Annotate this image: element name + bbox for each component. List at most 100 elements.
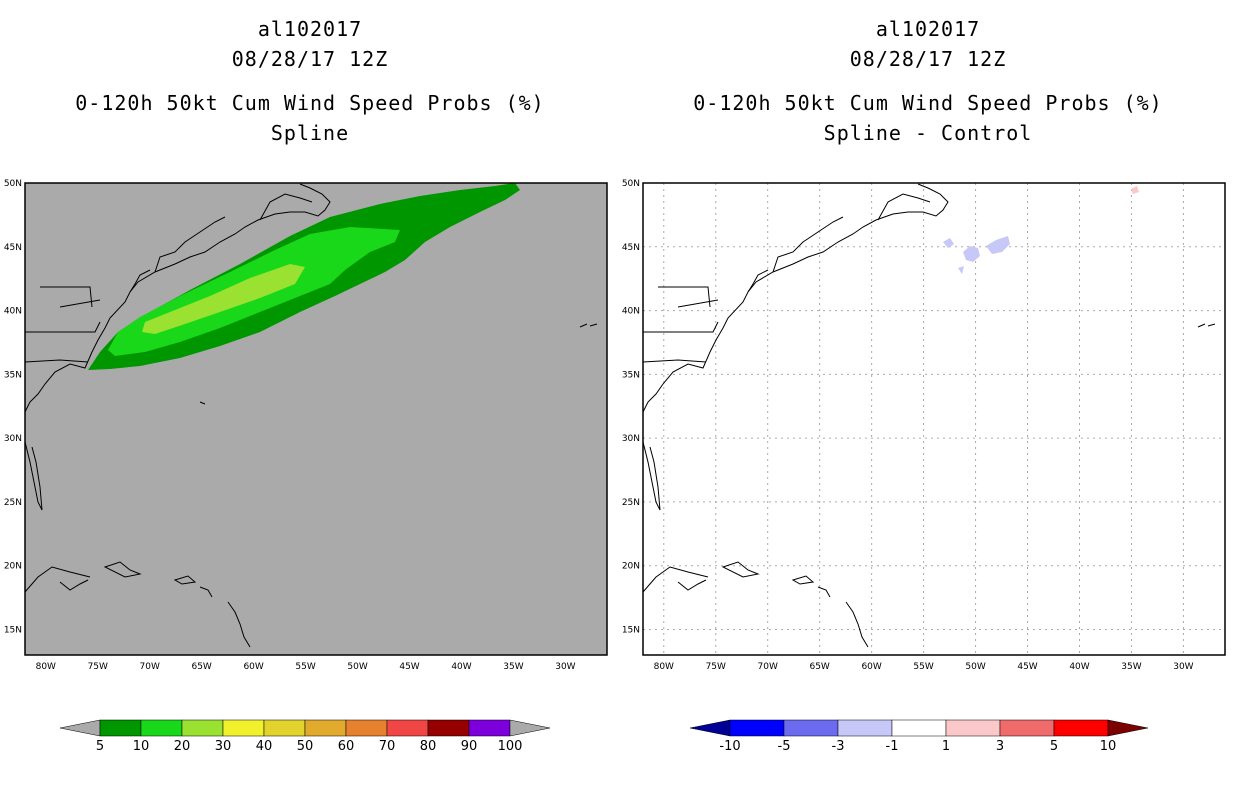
coastlines <box>24 183 598 648</box>
colorbar-box <box>729 719 785 737</box>
lat-label: 50N <box>4 179 22 189</box>
map-background <box>643 183 1225 655</box>
lat-label: 15N <box>4 625 22 635</box>
pos-diff-patch <box>1131 186 1139 194</box>
lat-label: 30N <box>4 434 22 444</box>
left-panel-title: al102017 08/28/17 12Z 0-120h 50kt Cum Wi… <box>10 14 610 148</box>
right-panel-title: al102017 08/28/17 12Z 0-120h 50kt Cum Wi… <box>628 14 1228 148</box>
difference-patches <box>943 186 1139 274</box>
colorbar-label: 50 <box>297 739 314 754</box>
lat-label: 50N <box>622 179 640 189</box>
colorbar-above-triangle <box>1107 719 1149 737</box>
lon-label: 40W <box>451 662 471 672</box>
lon-label: 55W <box>295 662 315 672</box>
lon-label: 60W <box>243 662 263 672</box>
difference-colorbar: -10 -5 -3 -1 1 3 5 10 <box>689 719 1149 754</box>
colorbar-box <box>891 719 947 737</box>
colorbar-box <box>181 719 224 737</box>
lon-label: 50W <box>347 662 367 672</box>
latitude-labels: 50N 45N 40N 35N 30N 25N 20N 15N <box>622 179 640 635</box>
lon-label: 65W <box>191 662 211 672</box>
colorbar-label: 3 <box>996 739 1004 754</box>
colorbar-box <box>427 719 470 737</box>
colorbar-box <box>783 719 839 737</box>
probability-swath <box>88 183 520 370</box>
storm-id: al102017 <box>875 17 981 41</box>
lon-label: 35W <box>503 662 523 672</box>
colorbar-label: 1 <box>942 739 950 754</box>
lon-label: 80W <box>36 662 56 672</box>
map-frame <box>24 182 608 656</box>
colorbar-label: -3 <box>832 739 845 754</box>
neg-diff-patch <box>986 236 1010 254</box>
difference-map: 50N 45N 40N 35N 30N 25N 20N 15N 80W 75W 70W 65W 60W… <box>622 179 1226 672</box>
neg-diff-patch <box>958 266 964 274</box>
lon-label: 35W <box>1121 662 1141 672</box>
colorbar-below-triangle <box>689 719 731 737</box>
lon-label: 30W <box>555 662 575 672</box>
colorbar-box <box>999 719 1055 737</box>
lat-label: 20N <box>622 562 640 572</box>
storm-id: al102017 <box>257 17 363 41</box>
colorbar-label: 30 <box>215 739 232 754</box>
prob-30-contour <box>142 264 305 334</box>
probability-map: 50N 45N 40N 35N 30N 25N 20N 15N 80W 75W 70W 65W 60W… <box>4 179 608 672</box>
colorbar-box <box>1053 719 1109 737</box>
longitude-labels: 80W 75W 70W 65W 60W 55W 50W 45W 40W 35W 30W <box>36 662 576 672</box>
colorbar-label: 80 <box>420 739 437 754</box>
colorbar-box <box>304 719 347 737</box>
lat-label: 35N <box>622 370 640 380</box>
lat-label: 45N <box>622 243 640 253</box>
colorbar-label: -5 <box>778 739 791 754</box>
colorbar-label: 60 <box>338 739 355 754</box>
longitude-labels: 80W 75W 70W 65W 60W 55W 50W 45W 40W 35W 30W <box>654 662 1194 672</box>
lat-label: 25N <box>622 498 640 508</box>
lon-label: 50W <box>965 662 985 672</box>
latitude-labels: 50N 45N 40N 35N 30N 25N 20N 15N <box>4 179 22 635</box>
lat-label: 35N <box>4 370 22 380</box>
colorbar-label: 100 <box>498 739 523 754</box>
lon-label: 45W <box>399 662 419 672</box>
colorbar-label: 10 <box>133 739 150 754</box>
colorbar-label: -1 <box>886 739 899 754</box>
forecast-datetime: 08/28/17 12Z <box>849 47 1007 71</box>
neg-diff-patch <box>963 246 980 262</box>
lon-label: 75W <box>88 662 108 672</box>
colorbar-above-triangle <box>509 719 551 737</box>
colorbar-box <box>99 719 142 737</box>
colorbar-box <box>945 719 1001 737</box>
lon-label: 55W <box>913 662 933 672</box>
colorbar-box <box>222 719 265 737</box>
panel-subtitle: Spline <box>270 121 350 145</box>
colorbar-label: 5 <box>1050 739 1058 754</box>
lat-label: 40N <box>4 307 22 317</box>
colorbar-box <box>837 719 893 737</box>
neg-diff-patch <box>943 238 954 248</box>
lon-label: 70W <box>758 662 778 672</box>
colorbar-box <box>140 719 183 737</box>
lat-label: 40N <box>622 307 640 317</box>
lat-label: 25N <box>4 498 22 508</box>
product-name: 0-120h 50kt Cum Wind Speed Probs (%) <box>75 91 545 115</box>
colorbar-box <box>386 719 429 737</box>
colorbar-below-triangle <box>59 719 101 737</box>
colorbar-label: -10 <box>719 739 740 754</box>
colorbar-box <box>468 719 511 737</box>
lat-label: 45N <box>4 243 22 253</box>
lat-label: 20N <box>4 562 22 572</box>
colorbar-label: 90 <box>461 739 478 754</box>
map-frame <box>642 182 1226 656</box>
lon-label: 75W <box>706 662 726 672</box>
lat-lon-grid <box>643 182 1225 655</box>
lat-label: 30N <box>622 434 640 444</box>
colorbar-label: 40 <box>256 739 273 754</box>
colorbar-label: 70 <box>379 739 396 754</box>
colorbar-box <box>345 719 388 737</box>
lon-label: 40W <box>1069 662 1089 672</box>
lon-label: 60W <box>861 662 881 672</box>
colorbar-box <box>263 719 306 737</box>
probability-colorbar: 5 10 20 30 40 50 60 70 80 90 100 <box>59 719 551 754</box>
forecast-datetime: 08/28/17 12Z <box>231 47 389 71</box>
colorbar-label: 10 <box>1100 739 1117 754</box>
colorbar-label: 20 <box>174 739 191 754</box>
